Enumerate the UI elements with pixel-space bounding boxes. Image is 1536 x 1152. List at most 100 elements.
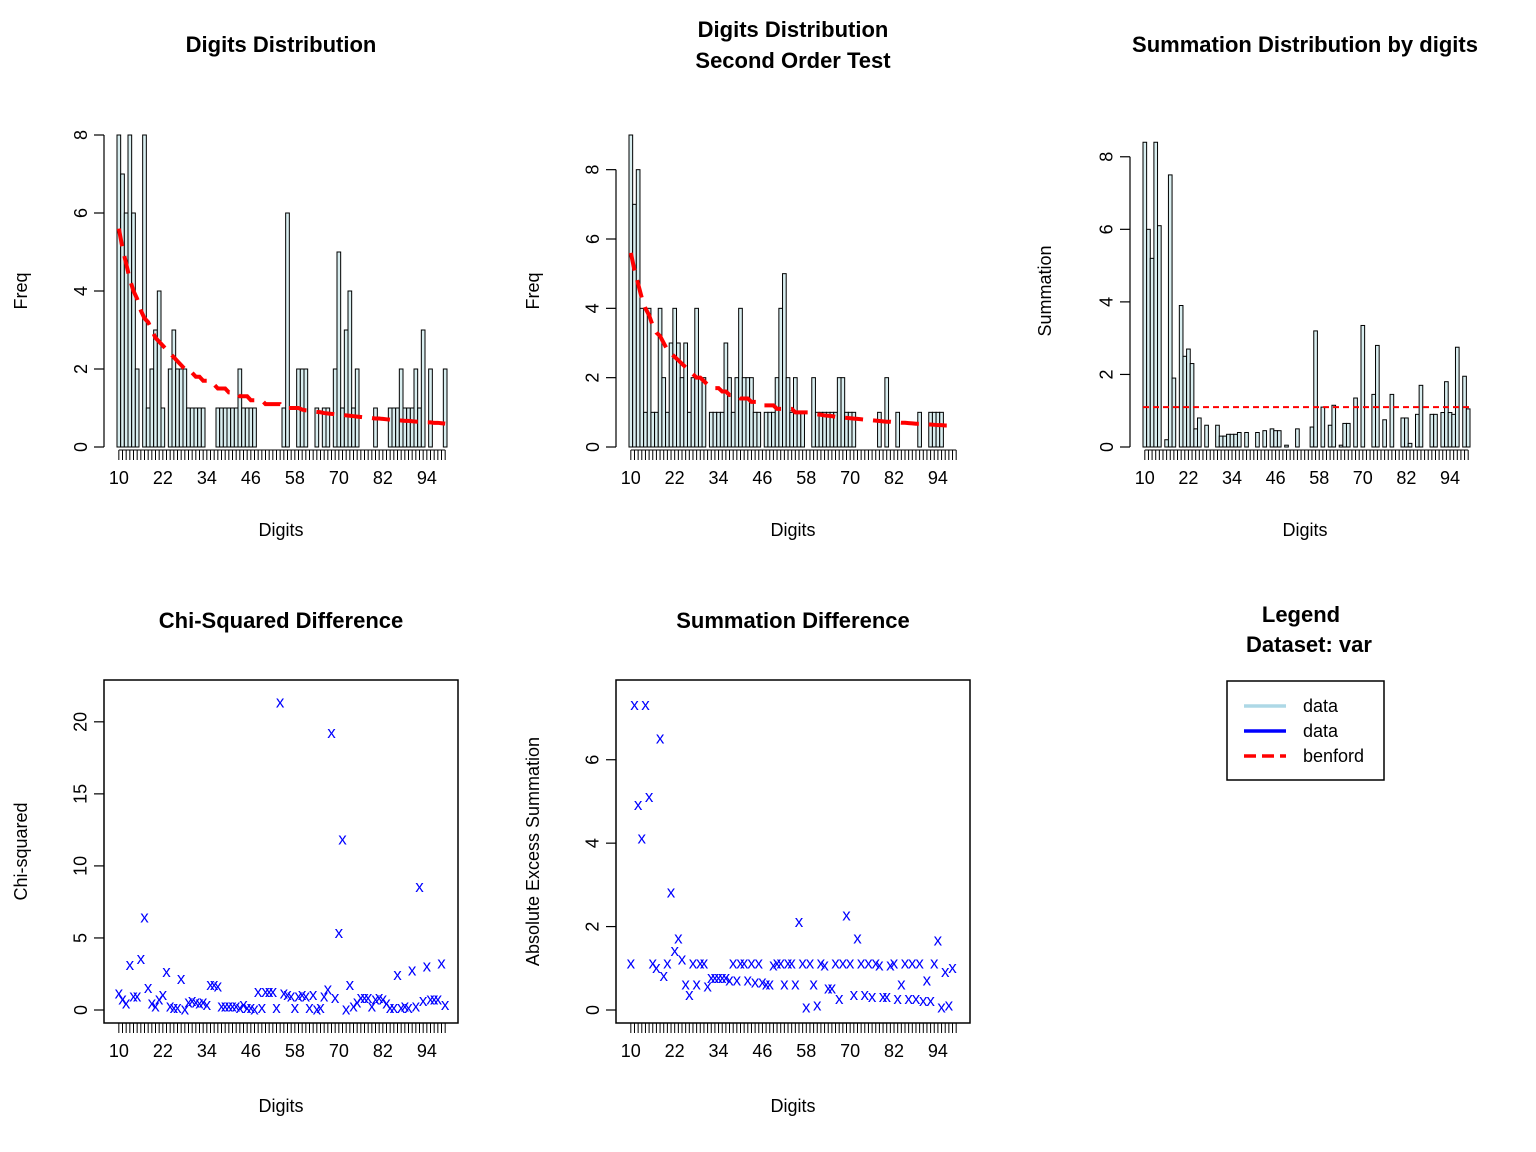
- point: x: [324, 979, 333, 998]
- point: x: [283, 985, 292, 1004]
- bar: [406, 407, 411, 448]
- point: x: [842, 906, 851, 925]
- bar: [178, 368, 184, 448]
- x-tick-label: 94: [928, 1041, 948, 1061]
- bar: [1186, 348, 1191, 448]
- bar: [428, 368, 433, 448]
- point: x: [140, 907, 149, 926]
- point: x: [236, 998, 245, 1017]
- y-tick-label: 15: [71, 784, 91, 804]
- point: x: [415, 877, 424, 896]
- x-axis: 10 22 34 46 58 70 82 94: [621, 449, 957, 488]
- bar: [1153, 141, 1159, 448]
- bars: [116, 134, 448, 448]
- point: x: [126, 955, 135, 974]
- bar: [734, 377, 740, 448]
- point: x: [423, 956, 432, 975]
- bar: [156, 290, 162, 448]
- point: x: [776, 954, 785, 973]
- bar: [646, 307, 652, 448]
- point: x: [371, 989, 380, 1008]
- bar: [752, 411, 758, 448]
- point: x: [434, 989, 443, 1008]
- point: x: [368, 997, 377, 1016]
- point: x: [773, 954, 782, 973]
- point: x: [203, 995, 212, 1014]
- x-tick-label: 10: [621, 468, 641, 488]
- point: x: [908, 954, 917, 973]
- bar: [387, 407, 393, 448]
- y-axis-label: Summation: [1035, 245, 1055, 336]
- y-tick-label: 8: [1097, 152, 1117, 162]
- x-tick-label: 70: [329, 1041, 349, 1061]
- point: x: [813, 995, 822, 1014]
- point: x: [886, 956, 895, 975]
- point: x: [733, 970, 742, 989]
- bar: [1375, 344, 1380, 448]
- point: x: [630, 695, 639, 714]
- bar: [1313, 330, 1318, 448]
- point: x: [948, 958, 957, 977]
- y-axis: 0 2 4 6 8: [583, 165, 617, 452]
- bar: [1193, 428, 1199, 448]
- y-axis: 0 2 4 6: [583, 755, 616, 1015]
- y-axis: 0 2 4 6 8: [1097, 152, 1131, 452]
- bar: [800, 411, 805, 448]
- point: x: [239, 995, 248, 1014]
- point: x: [221, 997, 230, 1016]
- x-tick-label: 46: [752, 468, 772, 488]
- point: x: [820, 956, 829, 975]
- point: x: [181, 999, 190, 1018]
- benford-line: [116, 228, 446, 426]
- point: x: [685, 985, 694, 1004]
- point: x: [151, 997, 160, 1016]
- point: x: [787, 954, 796, 973]
- point: x: [346, 975, 355, 994]
- bar: [741, 377, 747, 448]
- point: x: [228, 997, 237, 1016]
- chart-title: Digits Distribution: [186, 32, 377, 57]
- bar: [1342, 422, 1347, 448]
- chart-title: Digits Distribution: [698, 17, 889, 42]
- point: x: [243, 998, 252, 1017]
- point: x: [280, 984, 289, 1003]
- bar: [939, 411, 944, 448]
- x-tick-label: 82: [884, 1041, 904, 1061]
- bar: [145, 407, 151, 448]
- point: x: [408, 961, 417, 980]
- point: x: [692, 974, 701, 993]
- bar: [182, 368, 188, 448]
- bar: [1338, 444, 1344, 448]
- bar: [1178, 305, 1184, 448]
- bar: [1371, 393, 1377, 448]
- bar: [690, 377, 696, 448]
- point: x: [162, 962, 171, 981]
- bar: [935, 411, 941, 448]
- y-tick-label: 0: [71, 1005, 91, 1015]
- point: x: [159, 985, 168, 1004]
- x-tick-label: 34: [197, 468, 217, 488]
- x-tick-label: 22: [665, 468, 685, 488]
- bar: [650, 411, 656, 448]
- point: x: [261, 982, 270, 1001]
- bar: [175, 368, 180, 448]
- bar: [708, 411, 714, 448]
- bar: [1182, 355, 1188, 448]
- bar: [1262, 430, 1268, 448]
- point: x: [659, 966, 668, 985]
- x-tick-label: 10: [109, 468, 129, 488]
- point: x: [674, 929, 683, 948]
- bar: [1164, 439, 1169, 448]
- point: x: [806, 954, 815, 973]
- legend-subtitle: Dataset: var: [1246, 632, 1372, 657]
- bar: [343, 329, 349, 448]
- bar: [1327, 424, 1333, 448]
- bar: [395, 407, 400, 448]
- bar: [1255, 431, 1260, 448]
- benford-line: [628, 252, 957, 429]
- bar: [189, 407, 195, 448]
- point: x: [831, 954, 840, 973]
- bar: [1415, 413, 1420, 448]
- point: x: [678, 949, 687, 968]
- bar: [785, 377, 791, 448]
